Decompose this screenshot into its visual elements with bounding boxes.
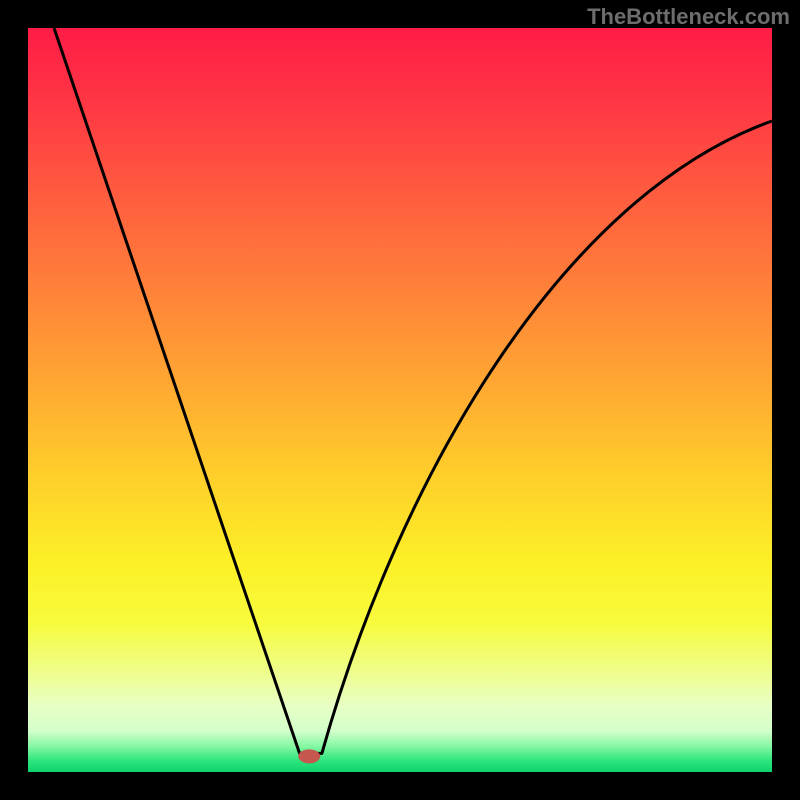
chart-container: TheBottleneck.com: [0, 0, 800, 800]
watermark-text: TheBottleneck.com: [587, 4, 790, 30]
bottleneck-chart: [0, 0, 800, 800]
chart-background: [28, 28, 772, 772]
optimal-point-marker: [298, 749, 320, 763]
